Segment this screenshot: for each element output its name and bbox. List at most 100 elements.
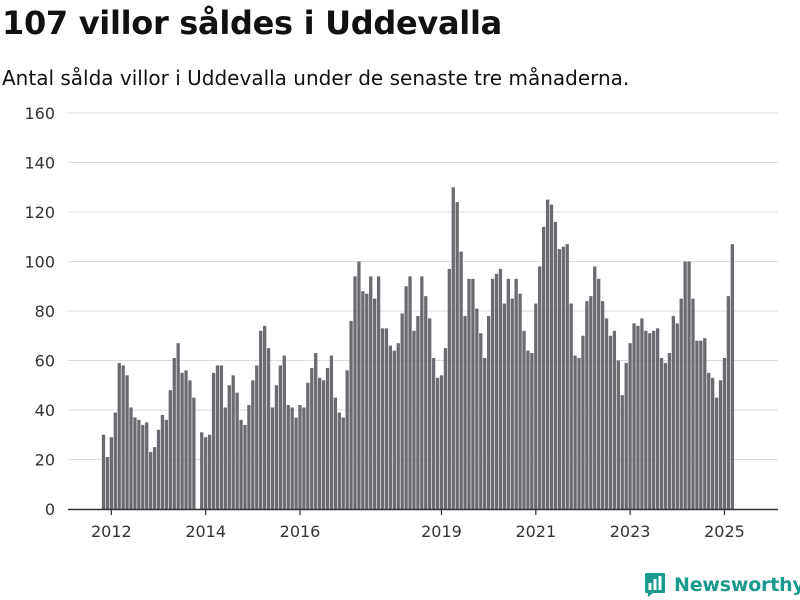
bar: [227, 385, 231, 509]
bar: [604, 318, 609, 509]
bar: [471, 278, 475, 509]
bar: [486, 315, 491, 509]
bar: [392, 350, 396, 509]
bar: [286, 405, 290, 509]
bar: [200, 432, 204, 509]
y-tick-label: 100: [24, 253, 55, 272]
bar: [235, 392, 239, 509]
x-tick-label: 2019: [421, 522, 462, 541]
bar: [711, 377, 715, 509]
bar: [652, 330, 656, 509]
bar: [373, 298, 377, 510]
bar: [659, 358, 664, 509]
bar: [172, 358, 176, 509]
bar: [695, 340, 699, 509]
x-tick-label: 2016: [280, 522, 321, 541]
x-axis: [68, 508, 778, 515]
bar: [361, 291, 365, 509]
bar: [467, 278, 471, 509]
bar: [266, 348, 271, 510]
bar: [514, 278, 518, 509]
bars: [101, 187, 734, 510]
bar: [282, 355, 286, 509]
bar: [589, 296, 593, 509]
bar: [526, 350, 530, 509]
bar: [353, 276, 357, 509]
bar: [384, 328, 389, 509]
bar: [648, 333, 652, 509]
bar: [424, 296, 428, 509]
bar: [428, 318, 432, 509]
bar: [298, 405, 302, 509]
bar: [255, 365, 259, 509]
newsworthy-logo-icon: [645, 573, 665, 597]
y-tick-label: 160: [24, 104, 55, 123]
bar: [113, 412, 117, 509]
bar: [400, 313, 404, 509]
bar: [691, 298, 695, 510]
bar: [479, 333, 483, 509]
bar: [211, 372, 216, 510]
bar: [380, 328, 385, 509]
bar: [447, 268, 451, 509]
bar: [369, 276, 373, 509]
bar: [608, 335, 613, 509]
bar: [223, 407, 227, 509]
x-tick-label: 2023: [610, 522, 651, 541]
bar: [310, 367, 314, 509]
bar: [502, 303, 507, 509]
bar: [420, 276, 424, 509]
bar: [699, 340, 703, 509]
bar: [451, 187, 455, 509]
bar: [145, 422, 149, 510]
y-tick-label: 60: [35, 352, 55, 371]
bar: [129, 407, 133, 509]
bar: [262, 325, 267, 509]
brand-logo: Newsworthy: [644, 570, 800, 600]
bar: [612, 330, 617, 509]
bar: [679, 298, 683, 510]
bar: [156, 429, 161, 509]
bar: [302, 407, 306, 509]
bar: [510, 298, 514, 510]
bar: [549, 204, 554, 509]
annotations: 107: [731, 0, 763, 5]
bar: [730, 244, 734, 509]
bar: [439, 375, 444, 509]
bar: [318, 377, 322, 509]
x-tick-label: 2012: [91, 522, 132, 541]
bar: [538, 266, 542, 509]
bar: [644, 330, 648, 509]
bar: [671, 315, 675, 509]
bar: [133, 417, 137, 509]
bar: [278, 365, 282, 509]
bar: [494, 273, 499, 510]
bar: [239, 419, 243, 509]
bar: [557, 249, 562, 510]
bar: [545, 199, 550, 510]
bar: [101, 434, 106, 509]
bar: [141, 424, 145, 509]
bar: [192, 397, 196, 510]
chart-title: 107 villor såldes i Uddevalla: [2, 4, 502, 42]
bar: [616, 360, 620, 509]
bar: [121, 365, 125, 509]
bar: [600, 301, 605, 509]
bar: [581, 335, 585, 509]
bar: [345, 370, 349, 509]
y-tick-label: 140: [24, 154, 55, 173]
bar: [247, 405, 251, 509]
bar: [125, 375, 129, 509]
bar: [443, 348, 448, 510]
bar: [337, 412, 341, 509]
bar: [416, 315, 420, 509]
bar: [109, 437, 114, 509]
bar: [105, 457, 110, 509]
bar: [577, 358, 581, 509]
bar: [329, 355, 334, 509]
bar: [412, 330, 416, 509]
bar: [207, 434, 212, 509]
bar: [542, 226, 546, 509]
bar: [518, 293, 522, 509]
bar: [168, 390, 172, 509]
